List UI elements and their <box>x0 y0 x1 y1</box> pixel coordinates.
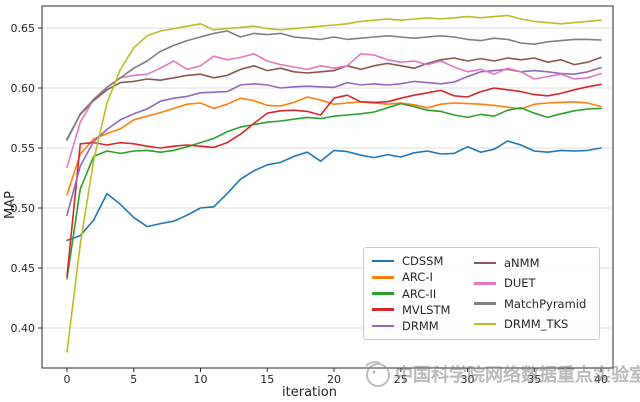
series-line-DRMM_TKS <box>66 14 602 353</box>
legend-swatch-aNMM <box>474 261 496 265</box>
legend-item-DRMM_TKS: DRMM_TKS <box>474 315 599 332</box>
x-tick-label-35: 35 <box>527 373 541 386</box>
legend-label-aNMM: aNMM <box>504 256 540 271</box>
legend-item-DRMM: DRMM <box>372 318 474 334</box>
legend-item-DUET: DUET <box>474 275 599 292</box>
legend-label-MatchPyramid: MatchPyramid <box>504 296 587 311</box>
series-line-aNMM <box>66 56 602 140</box>
chart-legend: CDSSM ARC-I ARC-II MVLSTM DRMM aNMM DUET Match… <box>363 247 600 340</box>
y-tick-label-0.65: 0.65 <box>11 22 36 35</box>
series-line-DUET <box>66 52 602 168</box>
legend-swatch-CDSSM <box>372 259 394 263</box>
legend-item-MVLSTM: MVLSTM <box>372 302 474 318</box>
y-tick-label-0.45: 0.45 <box>11 262 36 275</box>
legend-item-aNMM: aNMM <box>474 255 599 272</box>
x-tick-label-15: 15 <box>260 373 274 386</box>
x-tick-label-30: 30 <box>461 373 475 386</box>
x-tick-label-40: 40 <box>594 373 608 386</box>
y-axis-label: MAP <box>3 191 18 219</box>
legend-swatch-DRMM_TKS <box>474 322 496 326</box>
legend-swatch-DRMM <box>372 324 394 328</box>
x-tick-label-25: 25 <box>394 373 408 386</box>
y-tick-label-0.50: 0.50 <box>11 202 36 215</box>
legend-item-CDSSM: CDSSM <box>372 253 474 269</box>
legend-label-ARC-I: ARC-I <box>402 270 433 285</box>
series-line-MVLSTM <box>66 83 602 278</box>
legend-label-CDSSM: CDSSM <box>402 254 444 269</box>
series-line-ARC-I <box>66 96 602 196</box>
legend-column-2: aNMM DUET MatchPyramid DRMM_TKS <box>474 253 599 334</box>
series-line-ARC-II <box>66 102 602 280</box>
legend-swatch-MatchPyramid <box>474 302 496 305</box>
legend-column-1: CDSSM ARC-I ARC-II MVLSTM DRMM <box>372 253 474 334</box>
series-line-DRMM <box>66 66 602 216</box>
legend-item-ARC-II: ARC-II <box>372 285 474 301</box>
legend-swatch-ARC-II <box>372 292 394 295</box>
y-tick-label-0.40: 0.40 <box>11 322 36 335</box>
legend-item-ARC-I: ARC-I <box>372 269 474 285</box>
legend-label-DRMM: DRMM <box>402 318 439 333</box>
legend-item-MatchPyramid: MatchPyramid <box>474 295 599 312</box>
legend-label-DRMM_TKS: DRMM_TKS <box>504 316 569 331</box>
legend-swatch-ARC-I <box>372 276 394 279</box>
y-tick-label-0.60: 0.60 <box>11 82 36 95</box>
legend-label-ARC-II: ARC-II <box>402 286 437 301</box>
legend-label-DUET: DUET <box>504 276 536 291</box>
axes-spines <box>41 5 614 369</box>
series-line-CDSSM <box>66 140 602 242</box>
x-tick-label-20: 20 <box>327 373 341 386</box>
x-tick-label-10: 10 <box>194 373 208 386</box>
series-line-MatchPyramid <box>66 30 602 141</box>
x-tick-label-5: 5 <box>130 373 137 386</box>
x-axis-label: iteration <box>282 385 337 400</box>
legend-label-MVLSTM: MVLSTM <box>402 302 451 317</box>
legend-swatch-DUET <box>474 282 496 285</box>
y-tick-label-0.55: 0.55 <box>11 142 36 155</box>
x-tick-label-0: 0 <box>64 373 71 386</box>
legend-swatch-MVLSTM <box>372 308 394 311</box>
